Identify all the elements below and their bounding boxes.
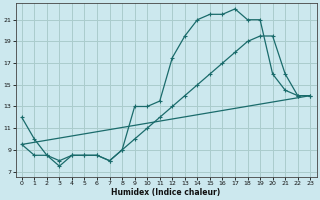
- X-axis label: Humidex (Indice chaleur): Humidex (Indice chaleur): [111, 188, 221, 197]
